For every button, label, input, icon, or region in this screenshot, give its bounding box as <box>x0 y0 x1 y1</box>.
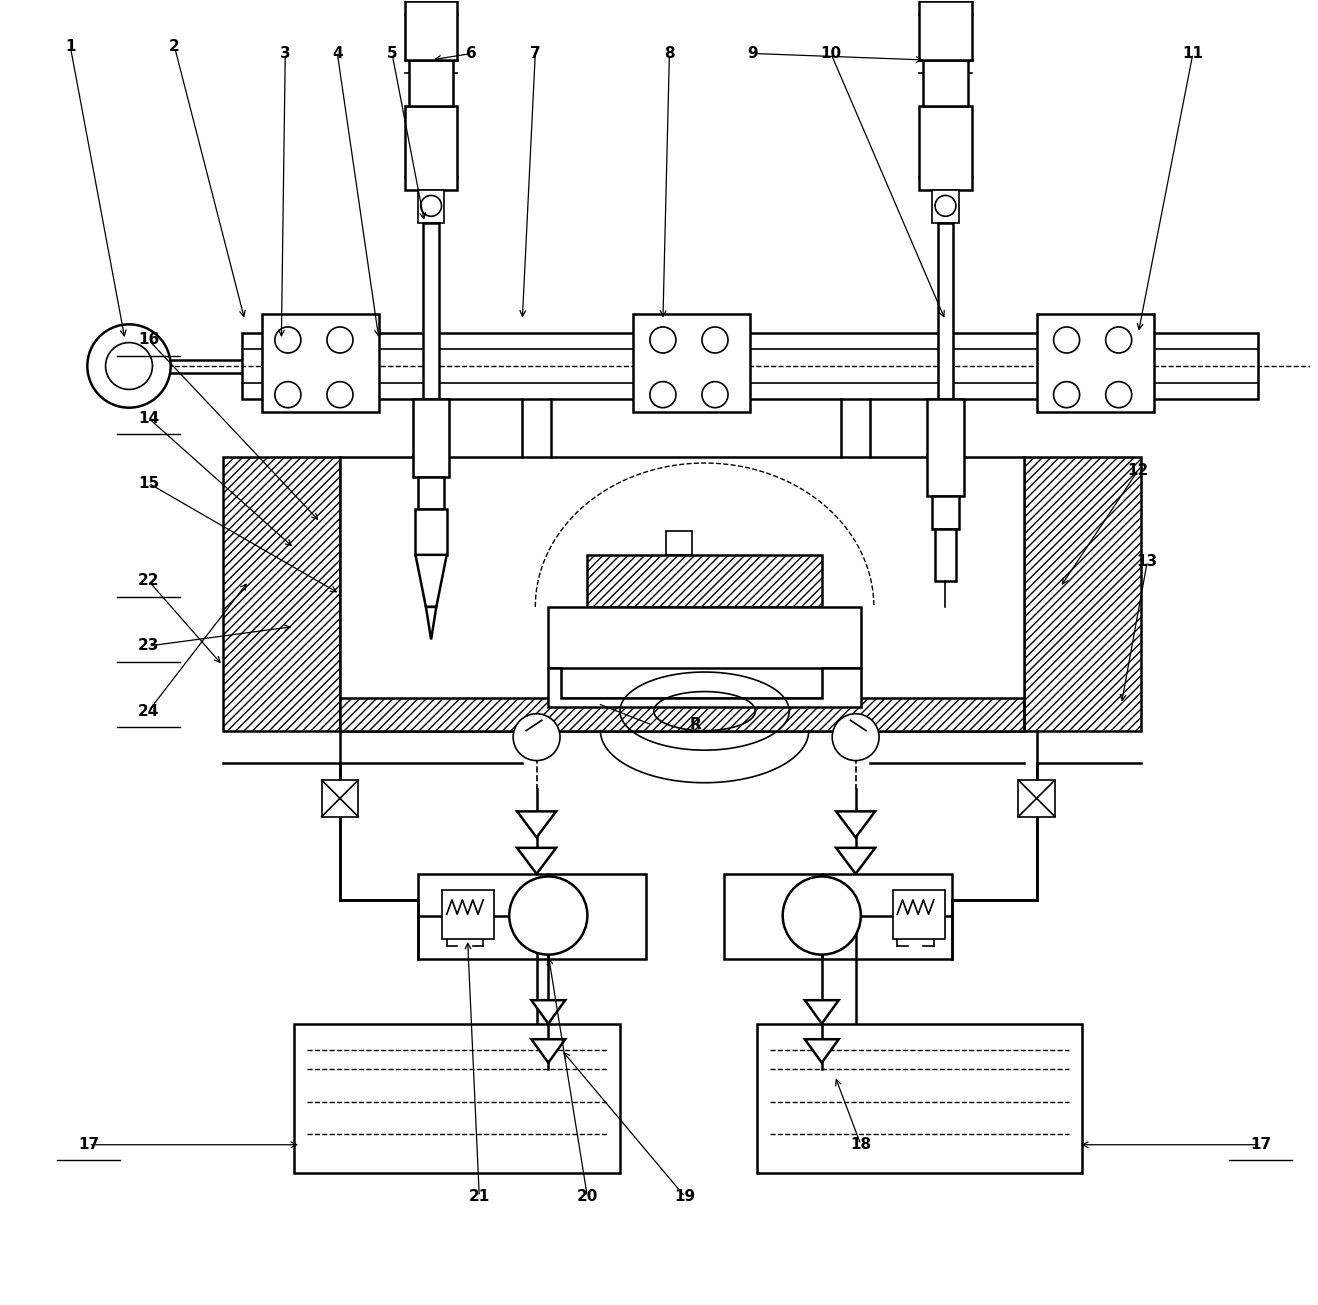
Text: 8: 8 <box>664 46 675 61</box>
Bar <box>920 1 971 60</box>
Text: 1: 1 <box>65 39 75 55</box>
Bar <box>724 874 952 958</box>
Circle shape <box>275 381 301 407</box>
Polygon shape <box>836 812 875 838</box>
Bar <box>934 529 956 581</box>
Bar <box>223 457 340 731</box>
Bar <box>340 457 1024 731</box>
Text: 20: 20 <box>577 1189 598 1205</box>
Text: 22: 22 <box>138 573 159 589</box>
Text: 14: 14 <box>138 411 159 425</box>
Bar <box>418 476 444 509</box>
Circle shape <box>934 196 956 217</box>
Circle shape <box>87 325 170 407</box>
Text: 6: 6 <box>467 46 477 61</box>
Circle shape <box>327 381 353 407</box>
Text: 11: 11 <box>1182 46 1203 61</box>
Polygon shape <box>548 668 861 707</box>
Circle shape <box>702 381 728 407</box>
Polygon shape <box>517 848 556 874</box>
Bar <box>548 607 861 668</box>
Bar <box>1024 457 1141 731</box>
Bar <box>405 1 457 60</box>
Bar <box>894 890 945 940</box>
Bar <box>920 106 971 191</box>
Circle shape <box>509 877 588 955</box>
Circle shape <box>327 328 353 352</box>
Bar <box>415 509 447 555</box>
Bar <box>937 223 953 398</box>
Circle shape <box>513 714 560 761</box>
Text: R: R <box>689 716 701 732</box>
Bar <box>418 874 646 958</box>
Circle shape <box>650 328 676 352</box>
Text: 23: 23 <box>138 638 159 654</box>
Circle shape <box>420 196 442 217</box>
Bar <box>442 890 494 940</box>
Text: 17: 17 <box>78 1137 99 1152</box>
Bar <box>633 315 750 411</box>
Polygon shape <box>426 607 436 639</box>
Text: 10: 10 <box>820 46 841 61</box>
Bar <box>243 334 1257 398</box>
Circle shape <box>783 877 861 955</box>
Polygon shape <box>517 812 556 838</box>
Bar <box>932 191 958 223</box>
Bar <box>932 496 958 529</box>
Text: 5: 5 <box>386 46 397 61</box>
Polygon shape <box>531 1039 565 1062</box>
Text: 9: 9 <box>747 46 758 61</box>
Bar <box>666 531 692 555</box>
Text: 12: 12 <box>1128 463 1149 478</box>
Circle shape <box>1053 381 1079 407</box>
Bar <box>405 106 457 191</box>
Text: 17: 17 <box>1249 1137 1271 1152</box>
Text: 24: 24 <box>138 703 159 719</box>
Circle shape <box>275 328 301 352</box>
Bar <box>409 60 453 106</box>
Circle shape <box>1106 328 1132 352</box>
Circle shape <box>1053 328 1079 352</box>
Bar <box>340 698 1024 731</box>
Polygon shape <box>805 1039 838 1062</box>
Bar <box>262 315 380 411</box>
Text: 18: 18 <box>850 1137 871 1152</box>
Text: 19: 19 <box>675 1189 696 1205</box>
Text: 2: 2 <box>169 39 181 55</box>
Text: 4: 4 <box>332 46 343 61</box>
Bar <box>1037 315 1153 411</box>
Circle shape <box>105 343 153 389</box>
Circle shape <box>832 714 879 761</box>
Bar <box>757 1023 1082 1173</box>
Bar <box>322 780 358 817</box>
Bar <box>588 555 822 607</box>
Bar <box>413 398 449 476</box>
Bar <box>928 398 963 496</box>
Circle shape <box>650 381 676 407</box>
Text: 3: 3 <box>279 46 290 61</box>
Bar <box>418 191 444 223</box>
Text: 21: 21 <box>469 1189 490 1205</box>
Text: 16: 16 <box>138 333 159 347</box>
Text: 15: 15 <box>138 476 159 491</box>
Bar <box>423 223 439 398</box>
Bar <box>294 1023 619 1173</box>
Text: 13: 13 <box>1136 553 1159 569</box>
Polygon shape <box>415 555 447 607</box>
Bar <box>924 60 967 106</box>
Polygon shape <box>836 848 875 874</box>
Text: 7: 7 <box>530 46 540 61</box>
Polygon shape <box>805 1000 838 1023</box>
Circle shape <box>702 328 728 352</box>
Bar <box>1019 780 1054 817</box>
Polygon shape <box>531 1000 565 1023</box>
Circle shape <box>1106 381 1132 407</box>
